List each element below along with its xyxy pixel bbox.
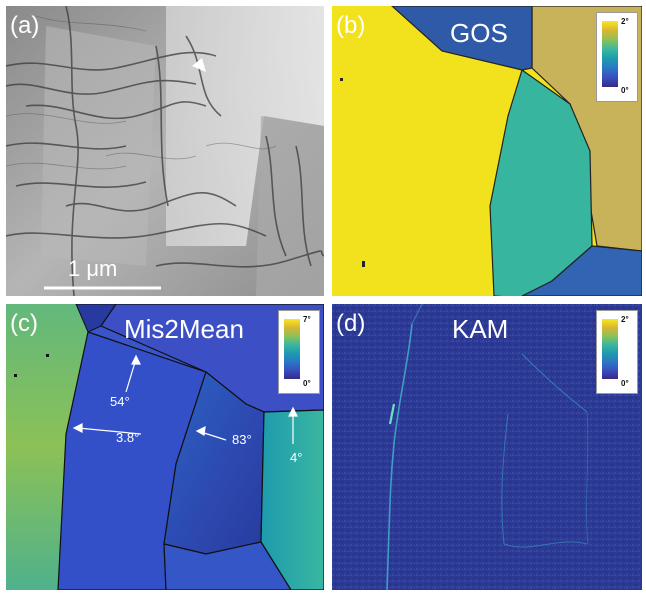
panel-a-graphic	[6, 6, 324, 296]
panel-b-label: (b)	[336, 12, 366, 39]
panel-c-label: (c)	[10, 310, 38, 337]
annotation-4: 4°	[290, 450, 303, 465]
panel-d-colorbar: 2° 0°	[596, 310, 638, 394]
panel-a-sem-image: (a) 1 μm	[6, 6, 324, 296]
panel-d-label: (d)	[336, 310, 366, 337]
panel-b-colorbar: 2° 0°	[596, 12, 638, 102]
panel-c-graphic	[6, 304, 324, 590]
colorbar-min-label: 0°	[621, 379, 629, 388]
colorbar-gradient	[602, 21, 618, 87]
colorbar-min-label: 0°	[303, 379, 311, 388]
panel-c-mis2mean-map: (c) Mis2Mean 7° 0° 54° 3.8° 83° 4°	[6, 304, 324, 590]
scale-bar-label: 1 μm	[68, 256, 118, 281]
panel-a-label: (a)	[10, 12, 40, 39]
colorbar-max-label: 7°	[303, 315, 311, 324]
colorbar-gradient	[284, 319, 300, 379]
annotation-54: 54°	[110, 394, 130, 409]
panel-d-graphic	[332, 304, 642, 590]
annotation-3-8: 3.8°	[116, 430, 140, 445]
panel-b-gos-map: (b) GOS 2° 0°	[332, 6, 642, 296]
colorbar-gradient	[602, 319, 618, 379]
panel-c-colorbar: 7° 0°	[278, 310, 320, 394]
panel-d-kam-map: (d) KAM 2° 0°	[332, 304, 642, 590]
colorbar-max-label: 2°	[621, 17, 629, 26]
panel-d-title: KAM	[452, 314, 509, 344]
colorbar-min-label: 0°	[621, 86, 629, 95]
annotation-83: 83°	[232, 432, 252, 447]
colorbar-max-label: 2°	[621, 315, 629, 324]
panel-b-title: GOS	[450, 18, 508, 48]
panel-c-title: Mis2Mean	[124, 314, 244, 344]
